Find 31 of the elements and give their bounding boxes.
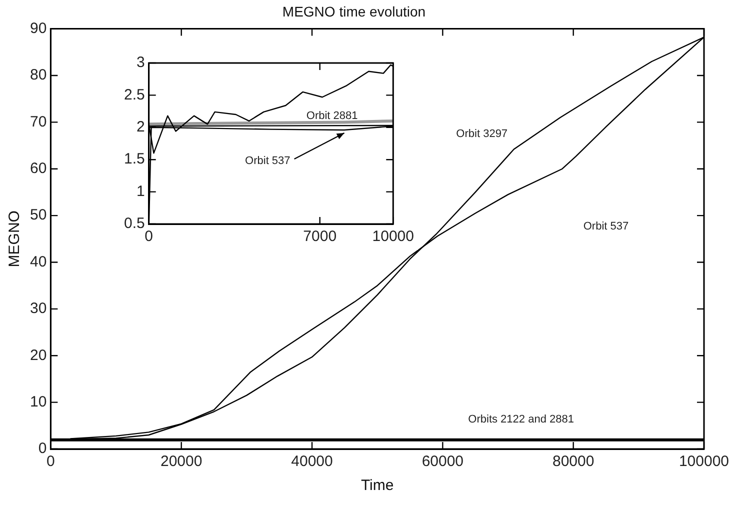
- y-axis-title: MEGNO: [6, 210, 24, 268]
- y-tick-label: 1.5: [124, 150, 145, 168]
- y-tick-label: 10: [30, 393, 47, 410]
- annotation: Orbit 2881: [306, 110, 358, 122]
- y-tick-label: 40: [30, 253, 47, 270]
- y-tick-label: 1: [136, 182, 145, 200]
- y-tick-label: 0: [38, 440, 47, 458]
- annotation: Orbit 3297: [456, 128, 508, 140]
- annotation: Orbit 537: [245, 155, 290, 168]
- x-tick-label: 80000: [552, 453, 594, 470]
- x-tick-label: 7000: [303, 228, 337, 246]
- x-axis-title: Time: [360, 477, 394, 494]
- y-tick-label: 70: [30, 113, 47, 130]
- y-tick-label: 2: [136, 118, 145, 136]
- y-tick-label: 80: [30, 66, 47, 84]
- x-tick-label: 40000: [291, 453, 333, 470]
- y-tick-label: 0.5: [124, 215, 145, 232]
- x-tick-label: 20000: [160, 453, 202, 470]
- y-tick-label: 60: [30, 160, 47, 178]
- x-tick-label: 60000: [422, 453, 464, 470]
- x-tick-label: 100000: [678, 453, 730, 470]
- y-tick-label: 2.5: [124, 86, 145, 104]
- chart-title: MEGNO time evolution: [282, 3, 426, 20]
- y-tick-label: 50: [30, 206, 47, 224]
- y-tick-label: 30: [30, 300, 47, 318]
- y-tick-label: 20: [30, 346, 47, 364]
- annotation: Orbit 537: [583, 220, 629, 232]
- x-tick-label: 10000: [372, 228, 414, 246]
- y-tick-label: 3: [136, 54, 145, 72]
- annotation: Orbits 2122 and 2881: [468, 414, 574, 426]
- y-tick-label: 90: [30, 20, 47, 37]
